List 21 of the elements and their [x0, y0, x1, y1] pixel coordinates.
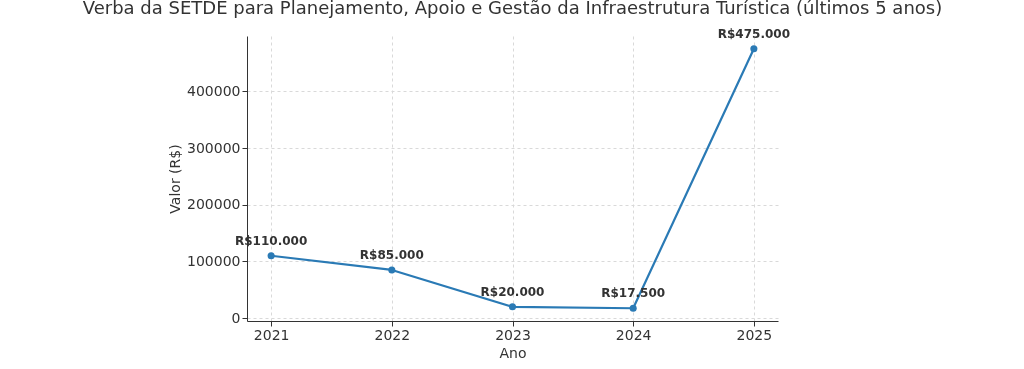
y-tick-label: 0: [231, 309, 241, 326]
data-label: R$85.000: [359, 247, 424, 262]
data-label: R$475.000: [717, 26, 790, 41]
point: [629, 304, 637, 312]
x-tick-label: 2022: [374, 326, 411, 343]
x-axis-title: Ano: [499, 344, 527, 361]
y-axis-title: Valor (R$): [167, 144, 184, 214]
chart-title: Verba da SETDE para Planejamento, Apoio e Gestão da Infraestrutura Turística (últimos 5 anos): [82, 0, 943, 18]
x-tick-label: 2023: [495, 326, 531, 343]
point: [750, 45, 758, 53]
y-tick-label: 300000: [187, 139, 241, 156]
x-tick-label: 2021: [253, 326, 290, 343]
point: [508, 303, 517, 311]
x-tick-label: 2025: [736, 326, 773, 343]
data-label: R$20.000: [480, 284, 545, 299]
point: [388, 266, 396, 274]
y-tick-label: 400000: [187, 82, 241, 99]
point: [267, 252, 275, 260]
y-tick-label: 200000: [187, 196, 241, 213]
y-tick-label: 100000: [187, 252, 241, 269]
x-tick-label: 2024: [615, 326, 652, 343]
